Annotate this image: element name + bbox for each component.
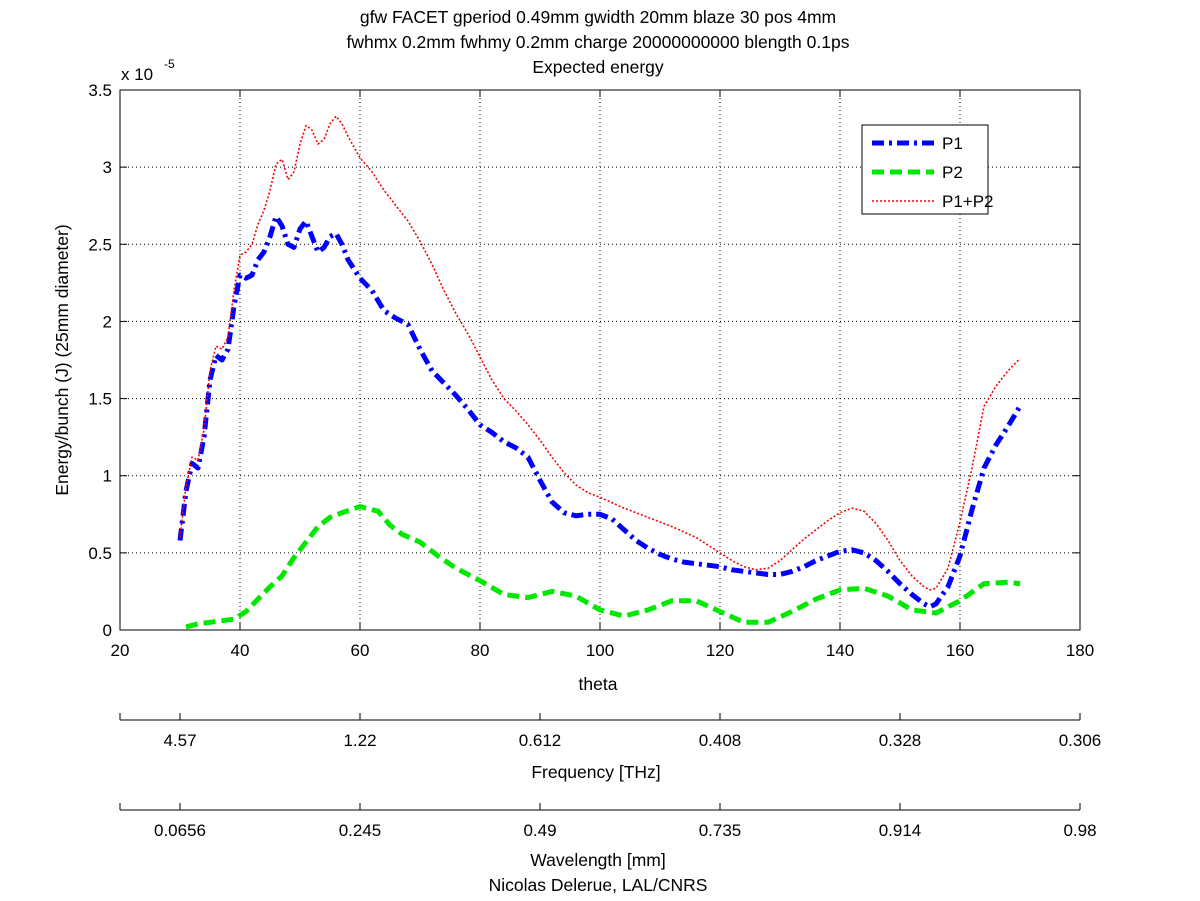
- title-line-3: Expected energy: [532, 57, 664, 77]
- title-line-1: gfw FACET gperiod 0.49mm gwidth 20mm bla…: [360, 7, 836, 27]
- y-multiplier: x 10 -5: [121, 57, 175, 84]
- legend-label: P1+P2: [942, 192, 994, 211]
- wavelength-axis-label: Wavelength [mm]: [530, 850, 666, 870]
- series-layer: [177, 115, 1023, 630]
- y-tick-label: 2: [103, 312, 112, 331]
- axis-tick-label: 4.57: [163, 731, 196, 750]
- x-tick-label: 140: [826, 641, 854, 660]
- title-line-2: fwhmx 0.2mm fwhmy 0.2mm charge 200000000…: [347, 32, 850, 52]
- x-tick-label: 120: [706, 641, 734, 660]
- x-tick-label: 20: [111, 641, 130, 660]
- axis-tick-label: 0.0656: [154, 821, 206, 840]
- author-credit: Nicolas Delerue, LAL/CNRS: [489, 875, 708, 895]
- axis-tick-label: 0.914: [879, 821, 922, 840]
- x-axis-label: theta: [579, 674, 618, 694]
- x-tick-label: 180: [1066, 641, 1094, 660]
- axis-tick-label: 0.735: [699, 821, 742, 840]
- legend-label: P2: [942, 163, 963, 182]
- series-line-2: [185, 504, 1021, 630]
- x-tick-label: 100: [586, 641, 614, 660]
- series-line-3: [179, 115, 1021, 591]
- chart-title: gfw FACET gperiod 0.49mm gwidth 20mm bla…: [347, 7, 850, 77]
- legend-label: P1: [942, 134, 963, 153]
- frequency-axis: 4.57 1.22 0.612 0.408 0.328 0.306: [119, 713, 1102, 750]
- y-multiplier-exponent: -5: [164, 57, 175, 71]
- axis-tick-label: 0.245: [339, 821, 382, 840]
- y-tick-label: 3.5: [88, 81, 112, 100]
- axis-tick-label: 0.49: [523, 821, 556, 840]
- plot-area: 20 40 60 80 100 120 140 160 180 0 0.5 1 1.5 2 2.5 3 3.5: [88, 81, 1094, 660]
- frequency-axis-label: Frequency [THz]: [531, 762, 660, 782]
- y-tick-label: 3: [103, 158, 112, 177]
- axis-tick-label: 0.408: [699, 731, 742, 750]
- x-tick-label: 40: [231, 641, 250, 660]
- series-line-1: [177, 214, 1023, 610]
- legend: P1 P2 P1+P2: [861, 124, 994, 215]
- axis-tick-label: 0.328: [879, 731, 922, 750]
- axis-tick-label: 0.612: [519, 731, 562, 750]
- axis-tick-label: 1.22: [343, 731, 376, 750]
- x-tick-label: 80: [471, 641, 490, 660]
- y-tick-label: 0.5: [88, 544, 112, 563]
- axis-tick-label: 0.98: [1063, 821, 1096, 840]
- x-tick-label: 60: [351, 641, 370, 660]
- y-tick-label: 0: [103, 621, 112, 640]
- y-tick-label: 2.5: [88, 235, 112, 254]
- y-axis-label: Energy/bunch (J) (25mm diameter): [52, 224, 72, 495]
- wavelength-axis: 0.0656 0.245 0.49 0.735 0.914 0.98: [119, 803, 1097, 840]
- axis-tick-label: 0.306: [1059, 731, 1102, 750]
- y-tick-label: 1.5: [88, 390, 112, 409]
- y-multiplier-base: x 10: [121, 65, 153, 84]
- x-axis-ticks: 20 40 60 80 100 120 140 160 180: [111, 90, 1094, 660]
- x-tick-label: 160: [946, 641, 974, 660]
- y-tick-label: 1: [103, 467, 112, 486]
- y-axis-ticks: 0 0.5 1 1.5 2 2.5 3 3.5: [88, 81, 1080, 640]
- grid: [120, 90, 1080, 630]
